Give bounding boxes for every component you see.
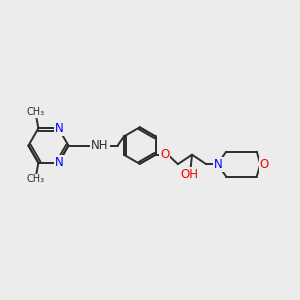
Text: OH: OH — [181, 168, 199, 181]
Text: O: O — [260, 158, 269, 171]
Text: CH₃: CH₃ — [27, 174, 45, 184]
Text: CH₃: CH₃ — [27, 107, 45, 117]
Text: N: N — [55, 156, 64, 170]
Text: N: N — [214, 158, 223, 171]
Text: N: N — [55, 122, 64, 135]
Text: NH: NH — [91, 139, 109, 152]
Text: O: O — [160, 148, 170, 161]
